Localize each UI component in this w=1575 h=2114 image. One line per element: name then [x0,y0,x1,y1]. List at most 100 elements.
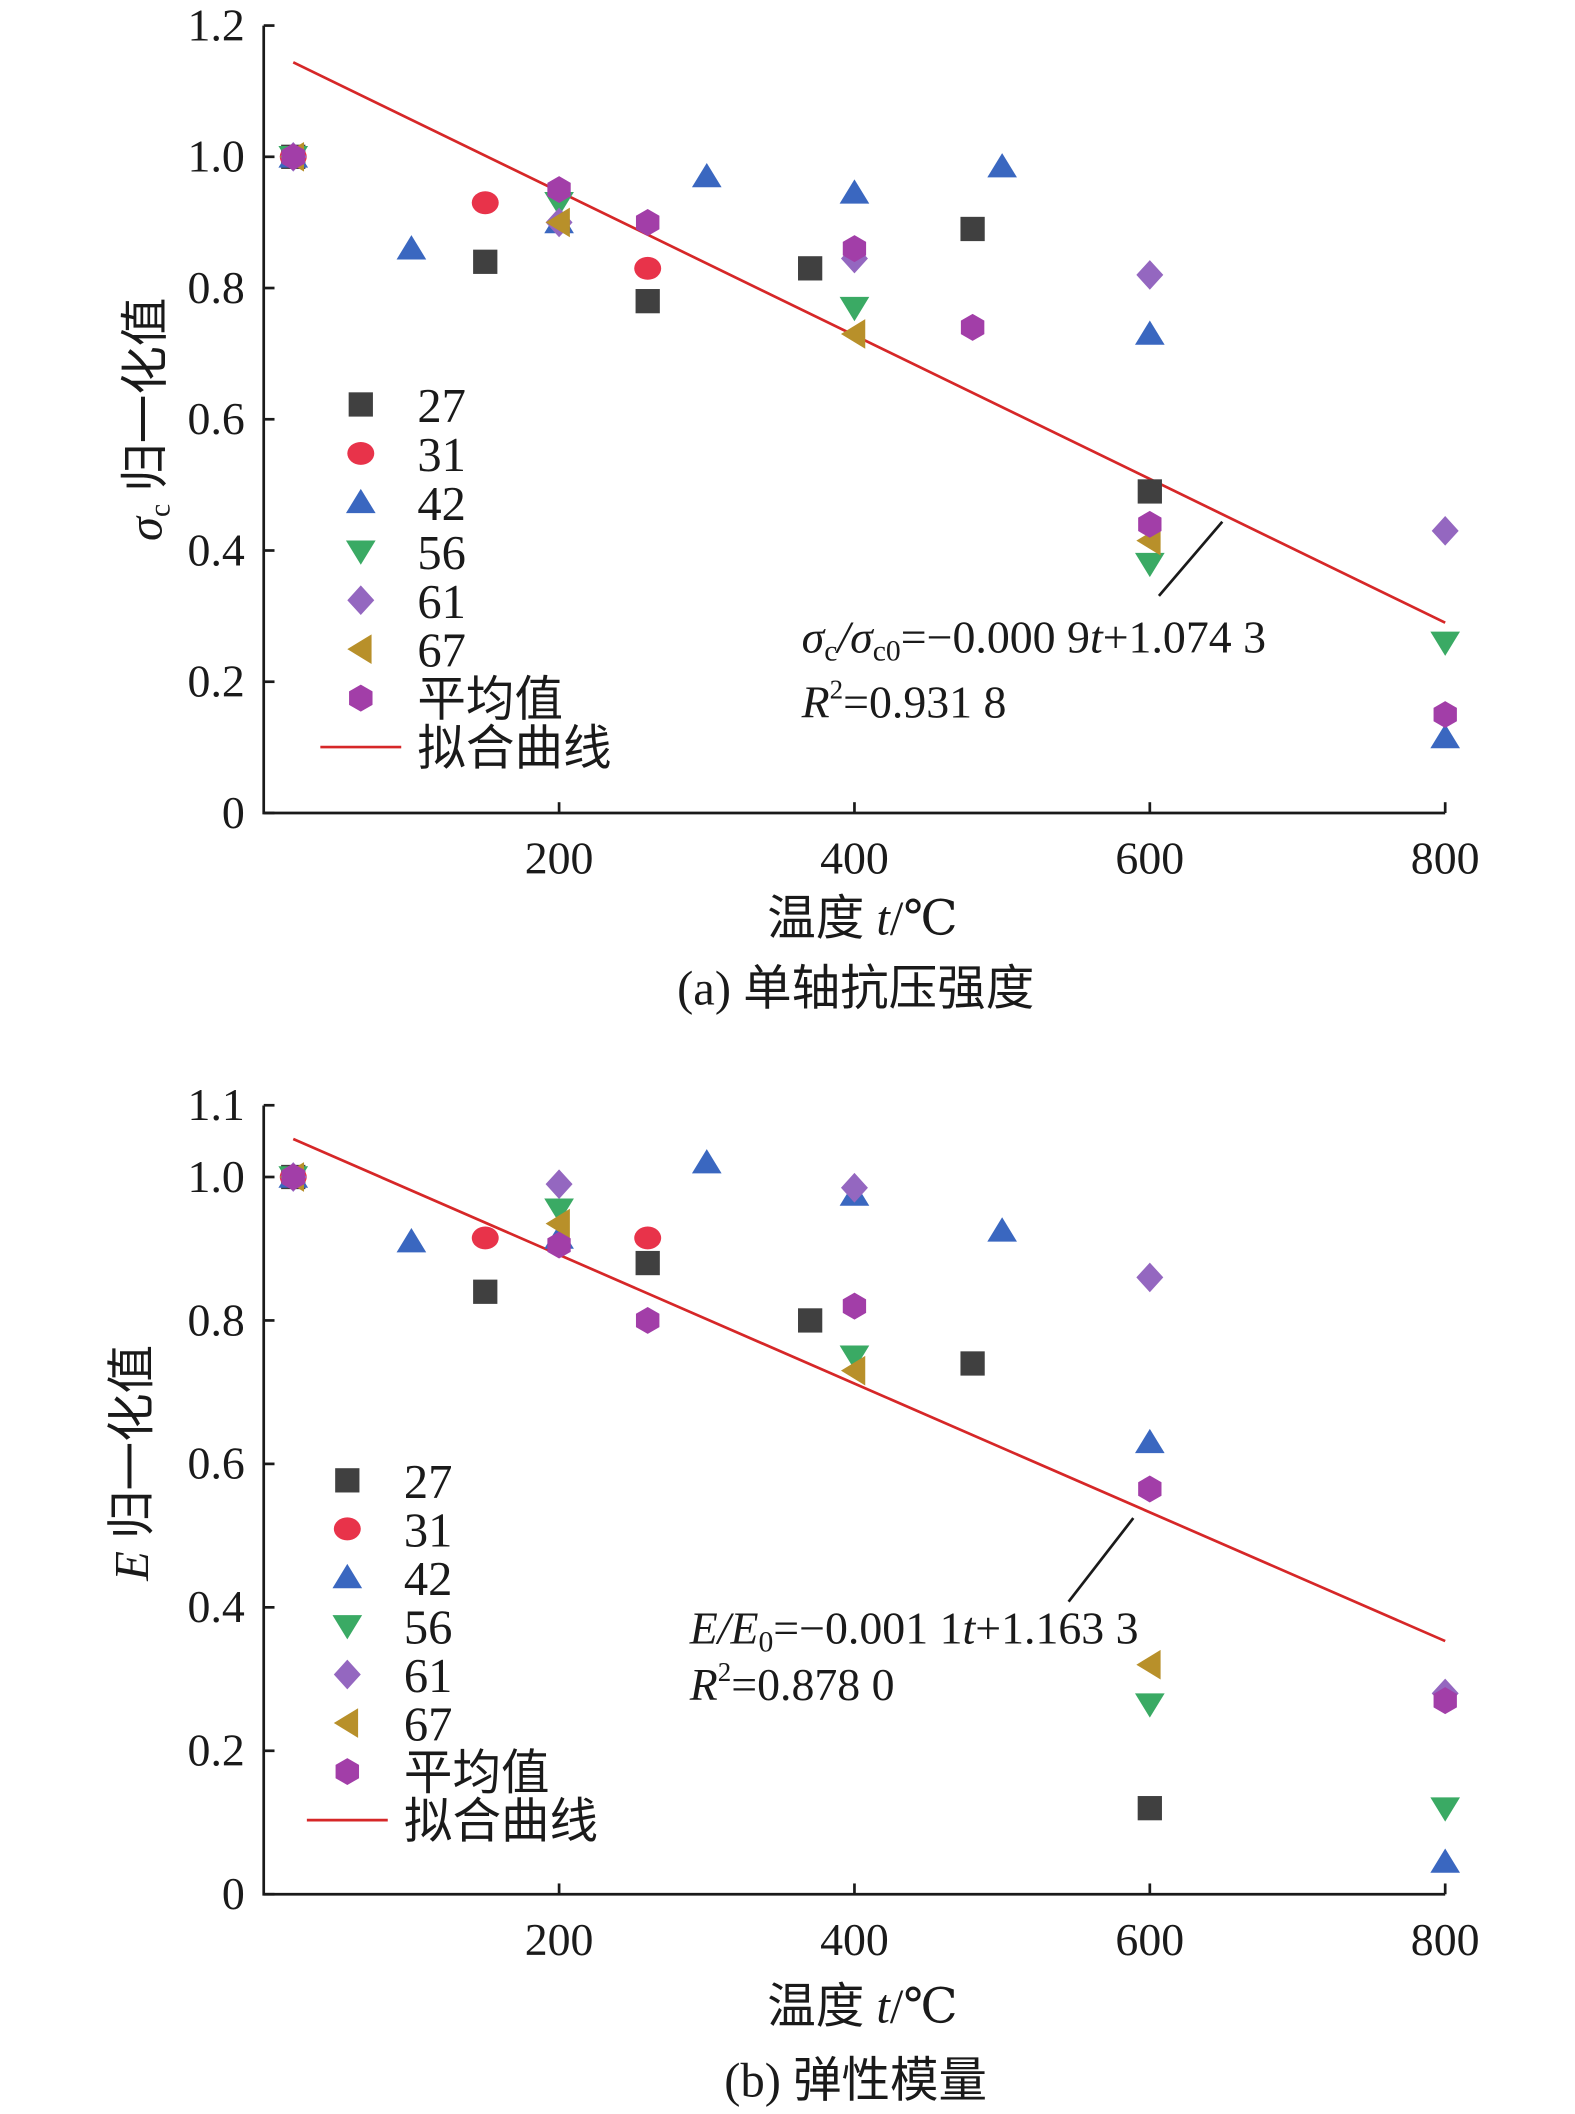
y-tick-label: 0.4 [188,1581,245,1632]
point-61 [1136,260,1164,290]
legend-label: 67 [404,1699,453,1752]
x-tick-label: 600 [1115,1914,1184,1965]
y-tick-label: 1.0 [188,1151,245,1202]
legend-label: 61 [417,576,466,629]
point-42 [1134,320,1165,345]
chart-caption: (a) 单轴抗压强度 [677,962,1034,1015]
point-56 [544,1198,574,1223]
legend-marker-42 [345,488,376,514]
point-平均值 [1433,1687,1457,1715]
fit-line [292,1137,1446,1643]
point-平均值 [1433,701,1457,729]
chart-caption: (b) 弹性模量 [724,2054,987,2107]
y-tick-label: 0 [222,787,245,838]
y-tick-label: 0.8 [188,262,245,313]
legend-marker-61 [347,585,375,616]
point-平均值 [635,208,660,236]
point-27 [1137,479,1162,504]
point-61 [1431,515,1459,546]
x-axis-title: 温度 t/℃ [767,1980,957,2033]
point-27 [960,216,985,242]
point-61 [1136,1262,1164,1293]
point-61 [545,1169,573,1199]
point-42 [691,163,722,188]
point-27 [473,249,498,274]
point-42 [1430,1848,1461,1873]
x-tick-label: 800 [1411,1914,1480,1965]
point-平均值 [547,176,571,204]
legend-marker-31 [347,441,375,465]
point-42 [691,1149,722,1174]
x-tick-label: 200 [525,833,594,884]
legend-marker-平均值 [335,1758,360,1786]
y-tick-label: 0.2 [188,1725,245,1776]
x-tick-label: 400 [820,1914,889,1965]
legend-label: 42 [417,478,466,531]
point-平均值 [842,235,867,263]
point-27 [635,1250,660,1276]
legend-label: 67 [417,625,466,678]
point-42 [987,153,1017,178]
point-56 [1430,631,1461,656]
x-tick-label: 800 [1411,833,1480,884]
y-tick-label: 1.2 [188,0,245,50]
legend-label: 平均值 [417,674,563,727]
point-56 [1430,1797,1461,1822]
legend-label: 拟合曲线 [417,723,611,776]
y-axis-title: σc 归一化值 [119,298,176,541]
y-tick-label: 0.4 [188,524,245,575]
y-tick-label: 0.8 [188,1294,245,1345]
point-27 [1137,1796,1162,1821]
point-平均值 [281,1163,305,1191]
point-平均值 [635,1306,660,1334]
fit-line [292,61,1446,624]
legend-marker-56 [345,540,376,565]
legend-marker-67 [347,634,372,664]
legend-marker-平均值 [349,684,373,712]
x-tick-label: 600 [1115,833,1184,884]
x-tick-label: 200 [525,1914,594,1965]
point-平均值 [960,313,985,341]
legend-marker-61 [333,1659,361,1690]
point-67 [545,207,570,238]
r-squared: R2=0.931 8 [801,674,1007,727]
legend-marker-56 [332,1615,363,1640]
legend-label: 拟合曲线 [404,1796,598,1849]
legend-label: 42 [404,1553,453,1606]
point-56 [1134,1693,1165,1718]
r-squared: R2=0.878 0 [689,1657,895,1710]
fit-equation: σc/σc0=−0.000 9t+1.074 3 [802,612,1266,668]
y-tick-label: 1.1 [188,1079,245,1130]
legend-marker-42 [332,1563,363,1589]
y-tick-label: 0.6 [188,393,245,444]
point-平均值 [1138,510,1162,538]
legend-marker-31 [333,1517,361,1541]
point-31 [634,256,662,280]
legend-label: 平均值 [404,1747,550,1800]
legend-label: 31 [417,429,466,482]
point-平均值 [842,1292,867,1320]
point-42 [1134,1428,1165,1454]
point-42 [839,179,870,204]
point-27 [798,256,823,281]
legend-marker-27 [335,1468,360,1493]
x-tick-label: 400 [820,833,889,884]
point-42 [1430,724,1461,749]
y-tick-label: 0 [222,1868,245,1919]
y-tick-label: 0.6 [188,1438,245,1489]
legend-label: 27 [404,1456,453,1509]
y-axis-title: E 归一化值 [106,1345,159,1582]
fit-equation: E/E0=−0.001 1t+1.163 3 [689,1602,1139,1658]
y-tick-label: 1.0 [188,131,245,182]
point-27 [635,289,660,314]
point-平均值 [281,143,305,171]
point-平均值 [1138,1475,1162,1503]
point-67 [1136,1649,1161,1680]
x-axis-title: 温度 t/℃ [767,892,957,945]
point-31 [471,191,499,215]
legend-marker-67 [333,1708,359,1738]
point-67 [545,1208,570,1239]
